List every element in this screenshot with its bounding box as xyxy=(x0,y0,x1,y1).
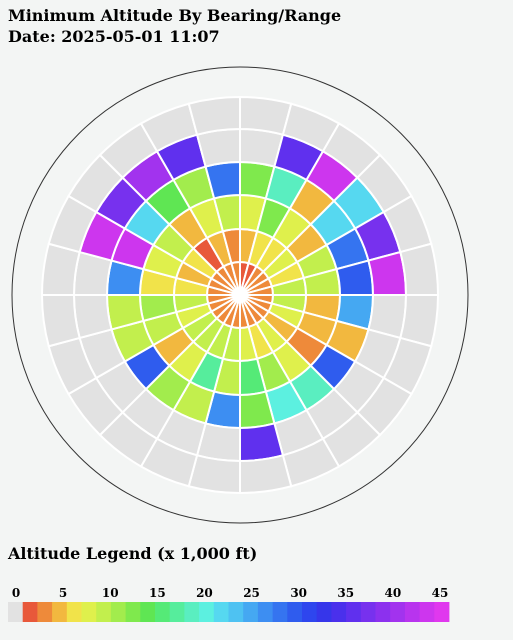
legend-swatch xyxy=(140,602,156,622)
sector-cell-r5-b75 xyxy=(399,242,440,296)
legend-swatch xyxy=(360,602,376,622)
sector-cell-r4-b345 xyxy=(195,127,241,168)
legend-swatch xyxy=(213,602,229,622)
legend-swatch xyxy=(316,602,332,622)
legend-swatch xyxy=(302,602,318,622)
legend-tick-label: 0 xyxy=(12,586,20,600)
legend-swatch xyxy=(169,602,185,622)
legend-tick-label: 25 xyxy=(243,586,260,600)
legend-swatch xyxy=(155,602,171,622)
legend-tick-label: 40 xyxy=(385,586,402,600)
sector-cell-r4-b165 xyxy=(239,422,285,463)
legend-swatch xyxy=(96,602,112,622)
legend-swatch xyxy=(66,602,82,622)
legend-swatch xyxy=(434,602,450,622)
sector-cell-r4-b255 xyxy=(72,294,113,340)
legend-swatch xyxy=(184,602,200,622)
legend-tick-label: 5 xyxy=(59,586,67,600)
legend-swatch xyxy=(22,602,38,622)
legend-swatch xyxy=(199,602,215,622)
sector-cell-r5-b165 xyxy=(239,454,293,495)
legend-tick-label: 45 xyxy=(432,586,449,600)
legend-swatch xyxy=(287,602,303,622)
legend-swatch xyxy=(375,602,391,622)
chart-date: Date: 2025-05-01 11:07 xyxy=(8,27,220,46)
legend-swatch xyxy=(52,602,68,622)
legend-swatch xyxy=(346,602,362,622)
legend-tick-label: 35 xyxy=(337,586,354,600)
legend-swatch xyxy=(390,602,406,622)
chart-header: Minimum Altitude By Bearing/Range Date: … xyxy=(8,5,341,47)
legend-swatch xyxy=(272,602,288,622)
altitude-legend: 0 5 10 15 20 25 30 35 40 45 xyxy=(8,586,450,622)
sector-cell-r4-b75 xyxy=(367,250,408,296)
legend-tick-label: 30 xyxy=(290,586,307,600)
legend-tick-label: 10 xyxy=(102,586,119,600)
polar-altitude-chart xyxy=(11,66,469,524)
legend-swatch xyxy=(419,602,435,622)
legend-swatch xyxy=(37,602,53,622)
outer-range-circle xyxy=(11,66,469,524)
sector-cell-r5-b255 xyxy=(40,294,81,348)
legend-swatch xyxy=(8,602,24,622)
legend-swatch xyxy=(81,602,97,622)
legend-swatch xyxy=(228,602,244,622)
sector-cell-r5-b345 xyxy=(187,95,241,136)
legend-swatch xyxy=(404,602,420,622)
legend-tick-label: 15 xyxy=(149,586,166,600)
legend-title: Altitude Legend (x 1,000 ft) xyxy=(8,544,258,563)
chart-title: Minimum Altitude By Bearing/Range xyxy=(8,6,342,25)
legend-swatch xyxy=(331,602,347,622)
legend-swatch xyxy=(243,602,259,622)
legend-swatch xyxy=(110,602,126,622)
legend-tick-label: 20 xyxy=(196,586,213,600)
legend-swatch xyxy=(125,602,141,622)
legend-swatch xyxy=(257,602,273,622)
